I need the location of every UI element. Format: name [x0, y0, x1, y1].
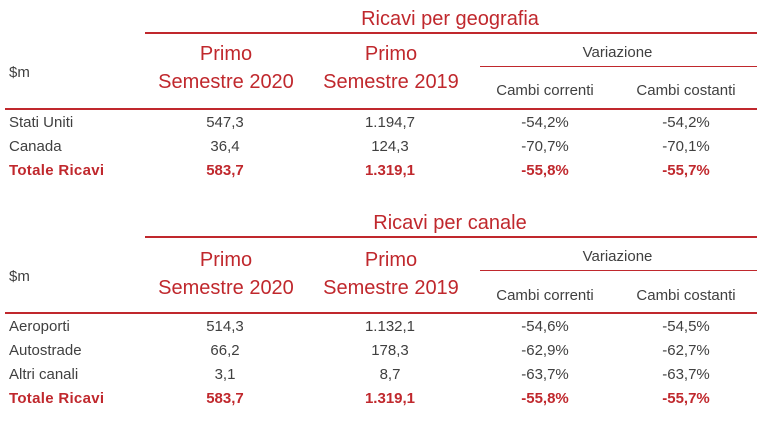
geo-col-2020-line1: Primo [199, 43, 253, 65]
channel-sub-correnti: Cambi correnti [496, 287, 594, 304]
geo-col-2020-line2: Semestre 2020 [158, 71, 294, 93]
total-value-2019: 1.319,1 [364, 390, 416, 407]
row-value-2019: 178,3 [371, 342, 409, 359]
channel-col-2020-line2: Semestre 2020 [158, 277, 294, 299]
row-var-correnti: -62,9% [521, 342, 569, 359]
row-value-2020: 36,4 [210, 138, 240, 155]
row-value-2020: 547,3 [206, 114, 244, 131]
total-var-costanti: -55,7% [662, 162, 710, 179]
channel-sub-costanti: Cambi costanti [636, 287, 736, 304]
total-var-correnti: -55,8% [521, 162, 569, 179]
table-row: Stati Uniti 547,3 1.194,7 -54,2% -54,2% [0, 114, 765, 136]
channel-col-2019-line2: Semestre 2019 [323, 277, 459, 299]
row-label: Aeroporti [9, 318, 70, 335]
total-label: Totale Ricavi [9, 162, 105, 179]
geo-sub-correnti: Cambi correnti [496, 82, 594, 99]
geo-col-2020: Primo Semestre 2020 [148, 40, 304, 96]
row-value-2020: 514,3 [206, 318, 244, 335]
row-var-costanti: -54,5% [662, 318, 710, 335]
channel-col-2020-line1: Primo [199, 249, 253, 271]
row-var-correnti: -54,2% [521, 114, 569, 131]
total-value-2020: 583,7 [206, 390, 244, 407]
geo-header-rule [5, 108, 757, 110]
total-label: Totale Ricavi [9, 390, 105, 407]
total-row: Totale Ricavi 583,7 1.319,1 -55,8% -55,7… [0, 162, 765, 184]
geo-title-underline [145, 32, 757, 34]
table-row: Altri canali 3,1 8,7 -63,7% -63,7% [0, 366, 765, 388]
geo-col-2019: Primo Semestre 2019 [313, 40, 469, 96]
row-value-2019: 1.132,1 [364, 318, 416, 335]
row-value-2019: 8,7 [379, 366, 401, 383]
total-row: Totale Ricavi 583,7 1.319,1 -55,8% -55,7… [0, 390, 765, 412]
channel-col-2019-line1: Primo [364, 249, 418, 271]
total-var-costanti: -55,7% [662, 390, 710, 407]
row-var-correnti: -63,7% [521, 366, 569, 383]
row-value-2020: 3,1 [214, 366, 236, 383]
total-var-correnti: -55,8% [521, 390, 569, 407]
row-var-costanti: -70,1% [662, 138, 710, 155]
row-value-2020: 66,2 [210, 342, 240, 359]
geo-variation-label: Variazione [582, 44, 653, 61]
row-var-correnti: -54,6% [521, 318, 569, 335]
row-var-costanti: -54,2% [662, 114, 710, 131]
table-row: Autostrade 66,2 178,3 -62,9% -62,7% [0, 342, 765, 364]
channel-title: Ricavi per canale [373, 212, 527, 234]
channel-variation-underline [480, 270, 757, 271]
row-label: Altri canali [9, 366, 79, 383]
total-value-2020: 583,7 [206, 162, 244, 179]
channel-col-2020: Primo Semestre 2020 [148, 246, 304, 302]
geo-col-2019-line1: Primo [364, 43, 418, 65]
row-var-costanti: -63,7% [662, 366, 710, 383]
row-label: Stati Uniti [9, 114, 74, 131]
row-value-2019: 124,3 [371, 138, 409, 155]
table-row: Aeroporti 514,3 1.132,1 -54,6% -54,5% [0, 318, 765, 340]
channel-variation-label: Variazione [582, 248, 653, 265]
channel-unit-label: $m [9, 268, 30, 285]
channel-col-2019: Primo Semestre 2019 [313, 246, 469, 302]
geo-section: Ricavi per geografia $m Primo Semestre 2… [0, 0, 765, 200]
channel-title-underline [145, 236, 757, 238]
row-var-costanti: -62,7% [662, 342, 710, 359]
row-label: Canada [9, 138, 62, 155]
channel-header-rule [5, 312, 757, 314]
row-label: Autostrade [9, 342, 82, 359]
row-var-correnti: -70,7% [521, 138, 569, 155]
geo-col-2019-line2: Semestre 2019 [323, 71, 459, 93]
row-value-2019: 1.194,7 [364, 114, 416, 131]
geo-variation-underline [480, 66, 757, 67]
geo-sub-costanti: Cambi costanti [636, 82, 736, 99]
table-row: Canada 36,4 124,3 -70,7% -70,1% [0, 138, 765, 160]
geo-title: Ricavi per geografia [361, 8, 539, 30]
total-value-2019: 1.319,1 [364, 162, 416, 179]
geo-unit-label: $m [9, 64, 30, 81]
